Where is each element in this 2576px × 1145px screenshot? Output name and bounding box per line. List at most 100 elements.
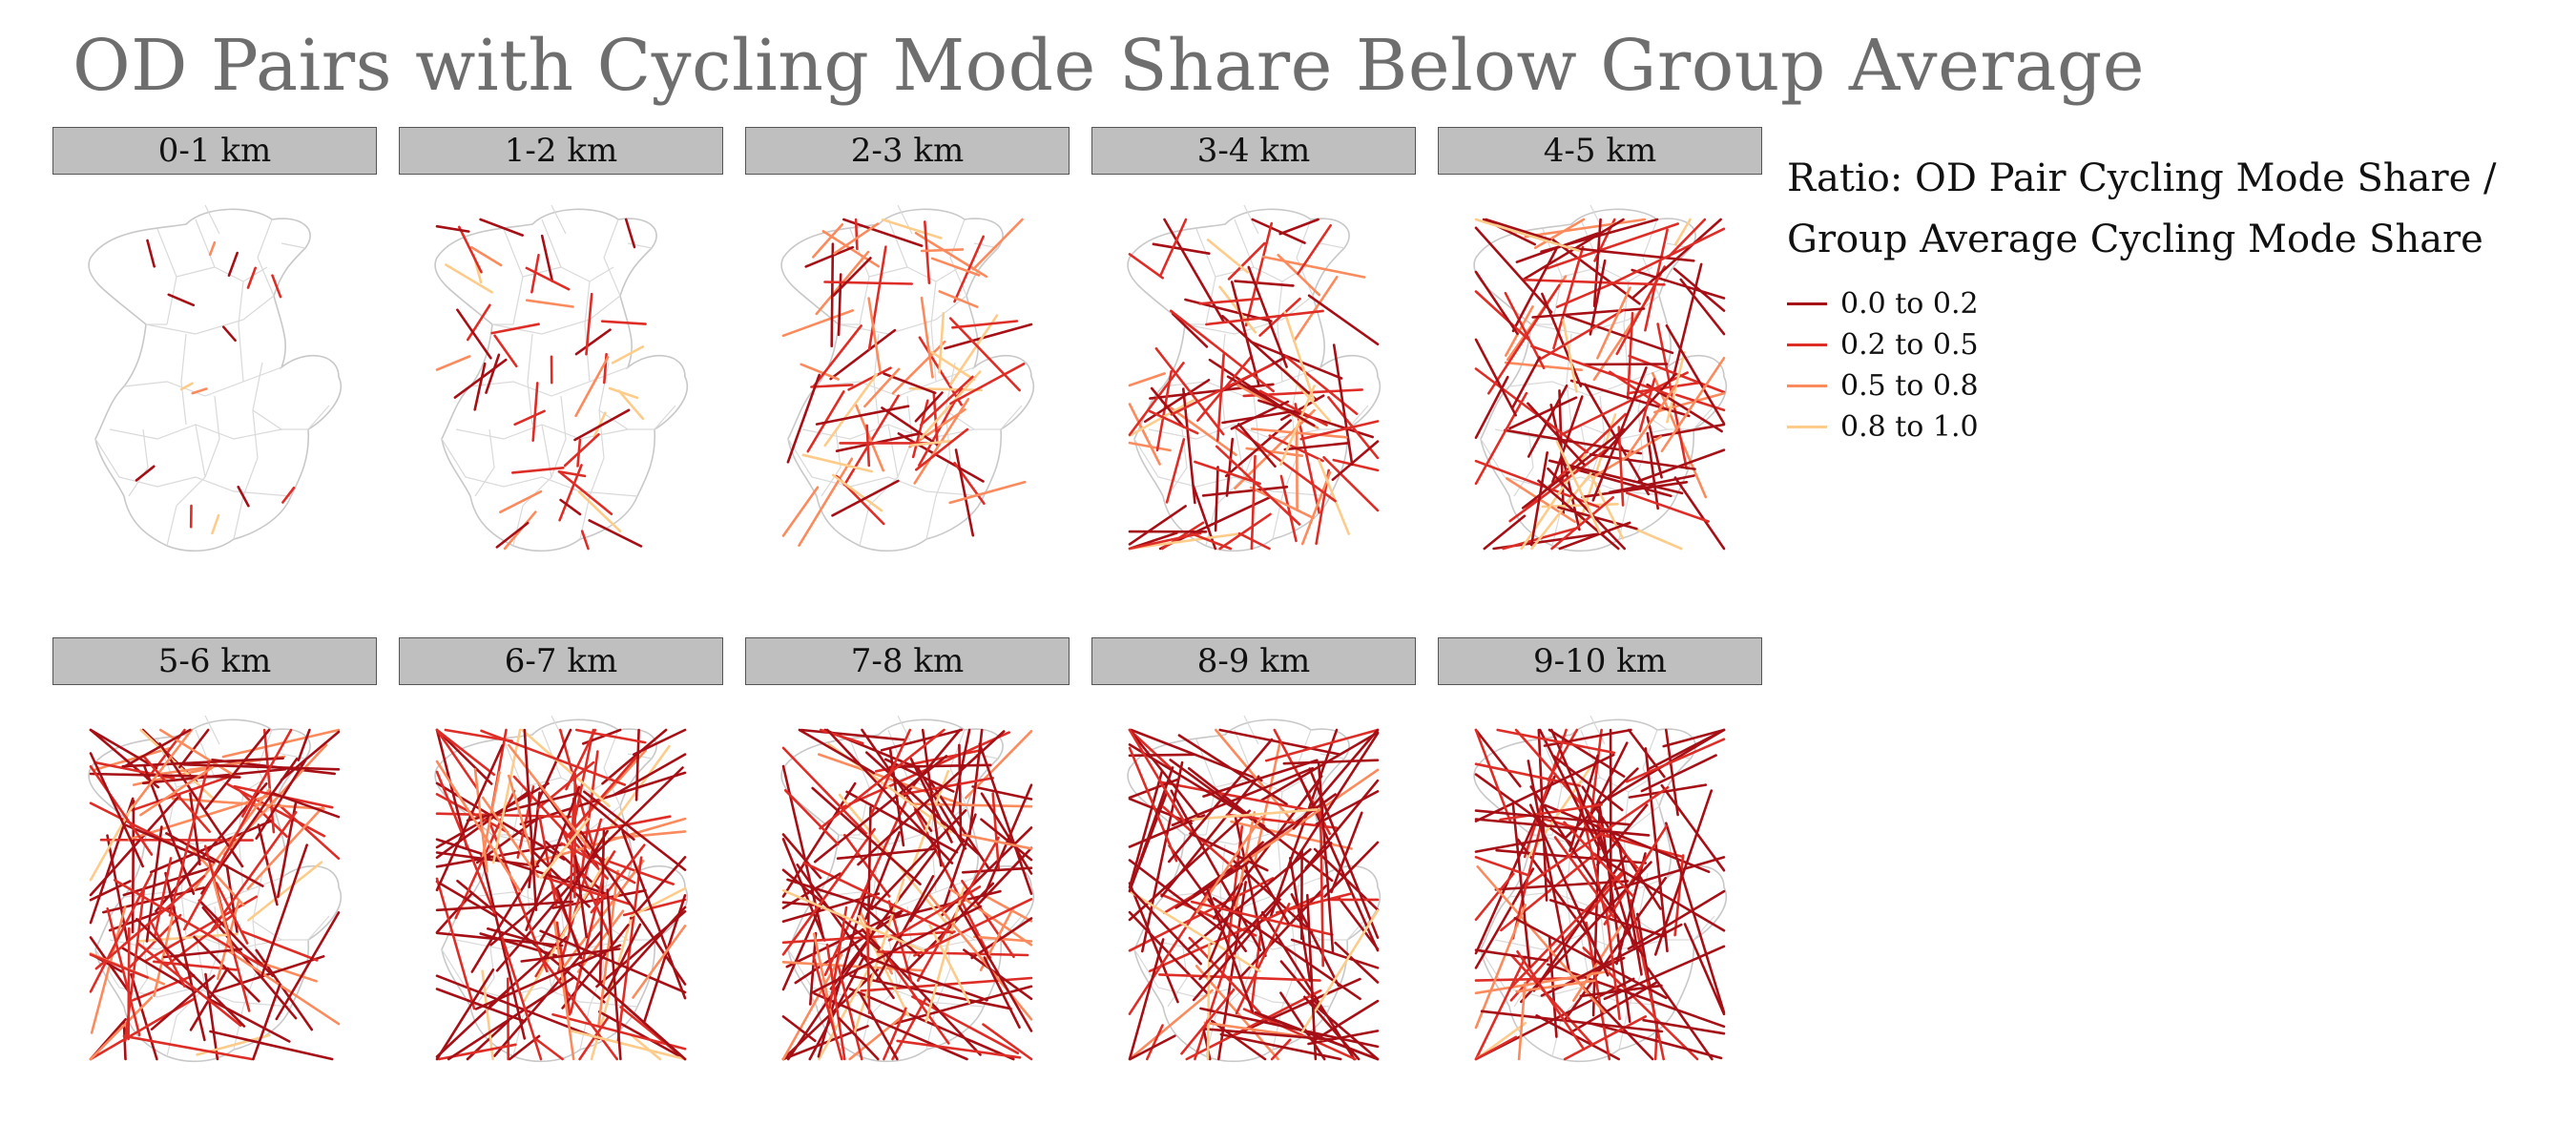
od-pair-line bbox=[1523, 728, 1568, 859]
od-pair-line bbox=[1504, 291, 1546, 369]
od-pair-line bbox=[1128, 859, 1222, 931]
district-boundary bbox=[1319, 753, 1345, 760]
od-pair-line bbox=[909, 802, 1033, 808]
od-pair-line bbox=[825, 943, 846, 1061]
od-pair-line bbox=[1158, 495, 1272, 551]
od-pair-line bbox=[1315, 790, 1380, 826]
od-pair-line bbox=[493, 334, 518, 368]
od-pair-line bbox=[222, 325, 237, 343]
od-pair-line bbox=[1237, 531, 1271, 551]
od-pair-line bbox=[1555, 440, 1602, 534]
od-pair-line bbox=[1474, 1035, 1518, 1061]
od-pair-line bbox=[255, 759, 307, 840]
od-pair-line bbox=[930, 350, 976, 382]
od-pair-line bbox=[1215, 445, 1301, 526]
od-pair-line bbox=[1206, 239, 1249, 274]
od-pair-line bbox=[1218, 512, 1272, 551]
od-pair-line bbox=[812, 953, 843, 1061]
od-pair-line bbox=[804, 245, 854, 268]
od-pair-line bbox=[1244, 221, 1274, 327]
od-pair-line bbox=[896, 1039, 1022, 1059]
od-pair-line bbox=[1510, 954, 1593, 1045]
od-pair-line bbox=[1474, 226, 1553, 314]
od-pair-line bbox=[89, 752, 144, 868]
od-pair-line bbox=[1565, 314, 1674, 355]
od-pair-line bbox=[89, 872, 153, 993]
district-boundary bbox=[1277, 281, 1283, 383]
od-pair-line bbox=[590, 843, 646, 914]
od-pair-line bbox=[551, 889, 647, 909]
od-pair-line bbox=[106, 907, 141, 1037]
od-pair-line bbox=[1128, 743, 1266, 828]
od-pair-line bbox=[883, 1007, 907, 1061]
od-pair-line bbox=[1128, 989, 1214, 1061]
od-pair-line bbox=[1128, 809, 1251, 922]
map-panel-5-6km bbox=[52, 701, 377, 1083]
od-pair-line bbox=[1306, 893, 1318, 1061]
od-pair-line bbox=[818, 967, 871, 1061]
od-pair-line bbox=[538, 817, 558, 907]
od-pair-line bbox=[1673, 476, 1726, 551]
od-pair-line bbox=[783, 789, 840, 846]
district-boundary bbox=[801, 424, 1001, 440]
od-pair-line bbox=[832, 473, 883, 512]
od-pair-line bbox=[570, 1030, 687, 1061]
od-pair-line bbox=[1238, 885, 1327, 980]
od-pair-line bbox=[1128, 746, 1178, 863]
od-pair-line bbox=[833, 222, 880, 255]
od-pair-line bbox=[863, 367, 901, 408]
district-boundary bbox=[156, 228, 177, 325]
legend-swatch bbox=[1787, 426, 1827, 428]
legend-item: 0.8 to 1.0 bbox=[1787, 406, 2497, 448]
od-pair-line bbox=[866, 806, 872, 934]
district-boundary bbox=[94, 948, 292, 1008]
od-pair-line bbox=[823, 281, 913, 285]
od-pair-line bbox=[1671, 262, 1703, 382]
od-pair-line bbox=[456, 308, 492, 360]
od-pair-line bbox=[1128, 728, 1173, 770]
od-pair-line bbox=[252, 983, 281, 1061]
od-pair-line bbox=[209, 1030, 334, 1061]
od-pair-line bbox=[142, 755, 211, 833]
od-pair-line bbox=[189, 792, 201, 866]
od-pair-line bbox=[1318, 459, 1351, 535]
od-pair-line bbox=[786, 373, 821, 464]
od-pair-line bbox=[435, 988, 527, 1023]
od-pair-line bbox=[221, 728, 341, 759]
district-boundary bbox=[128, 428, 149, 497]
od-pair-line bbox=[837, 965, 863, 1061]
od-pair-line bbox=[815, 405, 910, 426]
od-pair-line bbox=[817, 877, 871, 1058]
od-pair-line bbox=[1552, 755, 1624, 812]
od-pair-line bbox=[942, 813, 977, 909]
od-pair-line bbox=[597, 1010, 687, 1061]
od-pair-line bbox=[1474, 391, 1528, 486]
od-pair-line bbox=[828, 906, 848, 1010]
od-pair-line bbox=[565, 728, 597, 791]
od-pair-line bbox=[1244, 768, 1380, 863]
district-boundary bbox=[945, 409, 975, 430]
panel-map-svg bbox=[1127, 715, 1381, 1063]
od-pair-line bbox=[1251, 218, 1306, 244]
od-pair-line bbox=[580, 530, 590, 551]
od-pair-line bbox=[938, 312, 945, 374]
od-pair-line bbox=[865, 922, 871, 1014]
od-pair-line bbox=[1170, 309, 1275, 393]
od-pair-line bbox=[798, 457, 854, 548]
od-pair-line bbox=[1304, 779, 1380, 870]
od-pair-line bbox=[1530, 471, 1592, 551]
od-pair-line bbox=[122, 1034, 254, 1061]
district-boundary bbox=[873, 843, 880, 936]
od-pair-line bbox=[1667, 218, 1707, 259]
od-pair-line bbox=[1204, 1028, 1333, 1041]
od-pair-line bbox=[1160, 893, 1257, 937]
od-pair-line bbox=[1591, 366, 1648, 502]
od-pair-line bbox=[588, 519, 643, 548]
district-boundary bbox=[503, 228, 524, 325]
od-pair-line bbox=[1644, 747, 1669, 953]
od-pair-line bbox=[1177, 734, 1288, 805]
od-pair-line bbox=[1194, 460, 1261, 486]
od-pair-line bbox=[241, 930, 319, 962]
od-pair-line bbox=[1128, 882, 1179, 1004]
od-pair-line bbox=[121, 757, 284, 768]
